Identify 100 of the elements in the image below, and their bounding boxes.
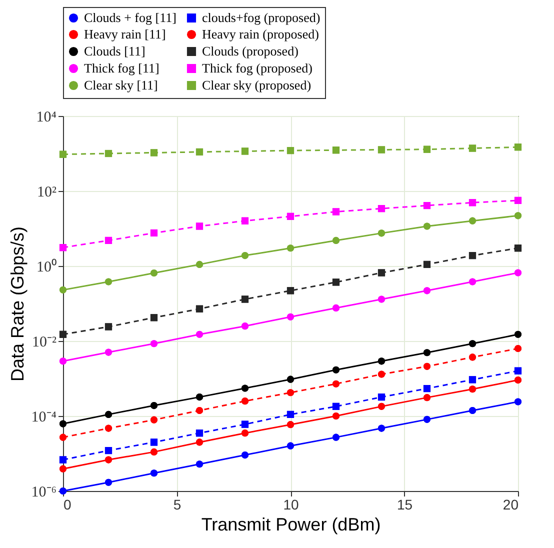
point (286, 376, 294, 383)
point (241, 148, 249, 155)
point (59, 150, 67, 158)
point (468, 386, 476, 393)
point (378, 402, 386, 410)
point (378, 230, 386, 237)
point (104, 348, 112, 356)
point (423, 202, 431, 210)
point (378, 269, 386, 276)
point (286, 146, 294, 154)
point (514, 330, 522, 338)
point (59, 420, 67, 428)
point (332, 208, 340, 216)
point (241, 322, 249, 330)
point (104, 150, 112, 158)
point (423, 260, 431, 268)
point (468, 144, 476, 152)
point (150, 416, 158, 424)
point (468, 406, 476, 414)
point (514, 144, 522, 151)
point (241, 452, 249, 459)
point (286, 389, 294, 396)
point (423, 349, 431, 356)
point (514, 244, 522, 252)
point (514, 212, 522, 220)
point (423, 222, 431, 230)
point (468, 340, 476, 348)
point (104, 278, 112, 286)
legend-label: Clouds (proposed) (202, 44, 298, 58)
point (150, 314, 158, 322)
point (104, 323, 112, 330)
point (332, 366, 340, 374)
point (378, 370, 386, 378)
point (196, 305, 204, 312)
point (196, 330, 204, 338)
point (150, 470, 158, 477)
y-tick-label: 10⁰ (36, 258, 56, 276)
point (150, 269, 158, 277)
point (514, 269, 522, 276)
x-axis-title: Transmit Power (dBm) (201, 514, 381, 534)
point (286, 442, 294, 450)
point (332, 146, 340, 154)
point (150, 438, 158, 446)
point (332, 380, 340, 388)
point (286, 421, 294, 428)
y-tick-label: 10⁻² (32, 334, 57, 350)
point (241, 398, 249, 405)
y-tick-label: 10² (37, 184, 57, 200)
point (332, 434, 340, 441)
point (59, 456, 67, 464)
point (378, 146, 386, 154)
point (196, 460, 204, 468)
x-tick-label: 10 (283, 496, 299, 512)
point (196, 430, 204, 437)
point (196, 260, 204, 268)
y-axis-title: Data Rate (Gbps/s) (7, 226, 28, 382)
x-tick-label: 0 (64, 496, 72, 512)
point (59, 330, 67, 338)
legend-label: Clouds [11] (84, 44, 146, 58)
point (241, 217, 249, 224)
point (196, 394, 204, 401)
point (378, 205, 386, 212)
point (286, 212, 294, 220)
point (104, 478, 112, 486)
point (468, 252, 476, 260)
point (104, 236, 112, 244)
point (423, 385, 431, 392)
point (196, 406, 204, 414)
point (378, 394, 386, 401)
legend-label: clouds+fog (proposed) (202, 10, 320, 25)
point (59, 358, 67, 365)
point (241, 252, 249, 260)
point (468, 199, 476, 206)
point (241, 420, 249, 428)
point (104, 446, 112, 454)
point (332, 304, 340, 312)
y-tick-label: 10⁴ (36, 110, 56, 126)
point (286, 313, 294, 320)
point (423, 416, 431, 423)
point (514, 367, 522, 374)
y-tick-label: 10⁻⁴ (31, 410, 56, 426)
point (150, 229, 158, 237)
point (104, 424, 112, 432)
point (59, 465, 67, 472)
point (514, 196, 522, 204)
point (332, 236, 340, 244)
point (241, 430, 249, 437)
x-tick-label: 20 (502, 496, 519, 512)
point (59, 286, 67, 294)
legend-label: Clouds + fog [11] (84, 10, 176, 25)
point (59, 244, 67, 252)
point (423, 362, 431, 370)
point (378, 358, 386, 365)
point (423, 287, 431, 294)
point (104, 410, 112, 418)
point (332, 402, 340, 410)
point (150, 149, 158, 156)
point (468, 217, 476, 224)
point (514, 344, 522, 352)
point (423, 146, 431, 153)
